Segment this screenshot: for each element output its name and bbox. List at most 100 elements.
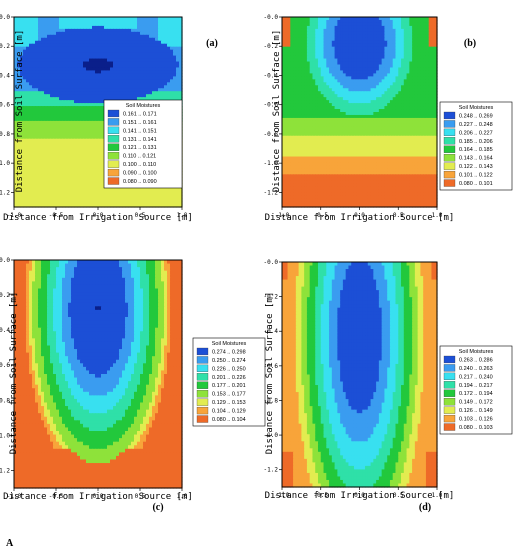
heat-cell <box>80 67 84 72</box>
heat-cell <box>44 40 48 45</box>
heat-cell <box>26 147 30 152</box>
heat-cell <box>158 17 162 21</box>
heat-cell <box>74 79 78 83</box>
heat-cell <box>80 91 84 95</box>
heat-cell <box>161 19 165 24</box>
heat-cell <box>164 58 168 63</box>
heat-cell <box>35 159 39 164</box>
heat-cell <box>119 49 123 54</box>
heat-cell <box>14 61 18 66</box>
heat-cell <box>179 97 183 101</box>
heat-cell <box>98 76 102 80</box>
heat-cell <box>41 138 45 143</box>
heat-cell <box>56 109 60 113</box>
heat-cell <box>32 49 36 54</box>
heat-cell <box>14 58 18 63</box>
heat-cell <box>47 85 51 89</box>
heat-cell <box>173 94 177 98</box>
heat-cell <box>59 67 63 72</box>
heat-cell <box>47 52 51 57</box>
heat-cell <box>65 138 69 143</box>
heat-cell <box>71 100 75 104</box>
heat-cell <box>50 34 54 39</box>
heat-cell <box>14 67 18 72</box>
heat-cell <box>149 37 153 42</box>
heat-cell <box>107 67 111 72</box>
heat-cell <box>92 138 96 143</box>
heat-cell <box>56 147 60 152</box>
heat-cell <box>56 129 60 134</box>
heat-cell <box>68 120 72 125</box>
heat-cell <box>89 34 93 39</box>
heat-cell <box>65 49 69 54</box>
heat-cell <box>179 49 183 54</box>
heat-cell <box>167 73 171 77</box>
heat-cell <box>89 49 93 54</box>
heat-cell <box>65 147 69 152</box>
heat-cell <box>167 55 171 60</box>
heat-cell <box>152 61 156 66</box>
heat-cell <box>110 94 114 98</box>
heat-cell <box>128 58 132 63</box>
heat-cell <box>110 52 114 57</box>
heat-cell <box>101 22 105 27</box>
heat-cell <box>80 43 84 48</box>
heat-cell <box>47 156 51 161</box>
heat-cell <box>41 91 45 95</box>
heat-cell <box>47 162 51 167</box>
heat-cell <box>62 103 66 107</box>
heat-cell <box>83 19 87 24</box>
heat-cell <box>62 46 66 51</box>
heat-cell <box>56 138 60 143</box>
heat-cell <box>116 67 120 72</box>
heat-cell <box>26 58 30 63</box>
heat-cell <box>116 40 120 45</box>
heat-cell <box>20 17 24 21</box>
heat-cell <box>173 67 177 72</box>
heat-cell <box>35 112 39 116</box>
heat-cell <box>161 88 165 92</box>
heat-cell <box>125 22 129 27</box>
heat-cell <box>125 85 129 89</box>
heat-cell <box>44 85 48 89</box>
heat-cell <box>50 114 54 119</box>
heat-cell <box>62 76 66 80</box>
heat-cell <box>62 22 66 27</box>
heat-cell <box>41 94 45 98</box>
heat-cell <box>98 109 102 113</box>
heat-cell <box>98 19 102 24</box>
heat-cell <box>122 37 126 42</box>
heat-cell <box>77 85 81 89</box>
heat-cell <box>170 97 174 101</box>
heat-cell <box>86 58 90 63</box>
heat-cell <box>86 123 90 128</box>
heat-cell <box>44 58 48 63</box>
heat-cell <box>83 132 87 137</box>
heat-cell <box>62 147 66 152</box>
heat-cell <box>149 46 153 51</box>
heat-cell <box>155 31 159 36</box>
heat-cell <box>146 88 150 92</box>
heat-cell <box>152 17 156 21</box>
heat-cell <box>77 67 81 72</box>
heat-cell <box>59 82 63 86</box>
heat-cell <box>71 150 75 155</box>
heat-cell <box>80 34 84 39</box>
heat-cell <box>131 19 135 24</box>
heat-cell <box>173 55 177 60</box>
heat-cell <box>44 153 48 158</box>
heat-cell <box>80 31 84 36</box>
heat-cell <box>26 88 30 92</box>
heat-cell <box>164 76 168 80</box>
heat-cell <box>164 67 168 72</box>
heat-cell <box>158 55 162 60</box>
heat-cell <box>77 162 81 167</box>
heat-cell <box>62 123 66 128</box>
heat-cell <box>32 97 36 101</box>
heat-cell <box>137 91 141 95</box>
heat-cell <box>179 19 183 24</box>
heat-cell <box>98 46 102 51</box>
heat-cell <box>44 28 48 33</box>
heat-cell <box>20 144 24 149</box>
heat-cell <box>50 25 54 30</box>
